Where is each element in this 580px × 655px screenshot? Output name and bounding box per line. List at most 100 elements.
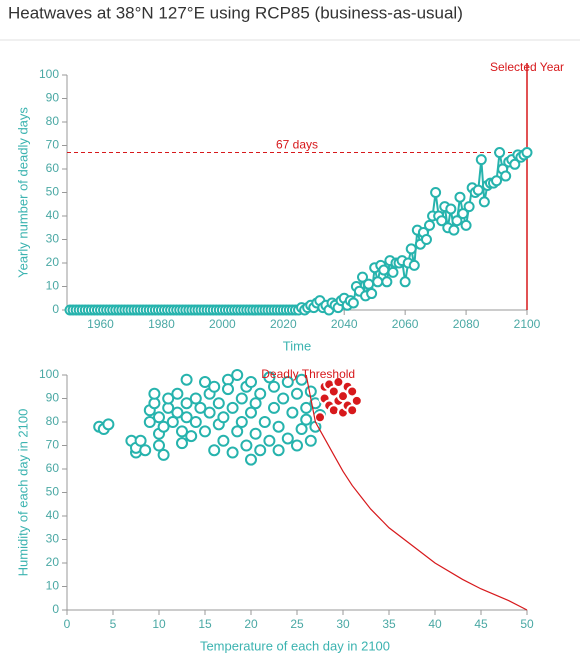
data-point [420, 234, 432, 245]
data-point [387, 266, 399, 278]
x-tick-label: 45 [474, 617, 488, 631]
threshold-label: Deadly Threshold [261, 367, 355, 381]
data-point [314, 411, 326, 424]
data-point [194, 401, 207, 414]
data-point [460, 219, 472, 231]
x-tick-label: 25 [290, 617, 304, 631]
data-point [231, 425, 244, 438]
data-point [208, 444, 221, 457]
data-point [327, 385, 340, 398]
x-tick-label: 2040 [331, 317, 358, 331]
data-point [226, 446, 239, 459]
data-point [304, 434, 317, 447]
data-point [254, 444, 267, 457]
data-point [300, 401, 313, 414]
y-tick-label: 20 [46, 555, 60, 569]
data-point [295, 423, 308, 436]
y-tick-label: 0 [52, 602, 59, 616]
data-point [245, 406, 257, 419]
x-tick-label: 0 [64, 617, 71, 631]
y-tick-label: 80 [46, 114, 60, 128]
data-point [199, 376, 211, 389]
x-tick-label: 10 [152, 617, 166, 631]
x-tick-label: 35 [382, 617, 396, 631]
data-point [258, 416, 271, 428]
x-tick-label: 30 [336, 617, 350, 631]
data-point [212, 397, 225, 410]
data-point [491, 175, 503, 187]
y-tick-label: 50 [46, 185, 60, 199]
x-tick-label: 20 [244, 617, 258, 631]
data-point [424, 219, 436, 231]
data-point [263, 371, 276, 384]
data-point [134, 434, 147, 447]
data-point [143, 416, 156, 428]
data-point [249, 427, 262, 440]
data-point [337, 390, 349, 403]
data-point [463, 201, 475, 213]
y-tick-label: 20 [46, 255, 60, 269]
data-point [363, 278, 375, 290]
data-point [478, 196, 490, 208]
y-tick-label: 90 [46, 391, 60, 405]
threshold-curve [305, 374, 528, 611]
x-tick-label: 2060 [392, 317, 419, 331]
y-tick-label: 60 [46, 461, 60, 475]
data-point [263, 434, 276, 447]
data-point [436, 215, 448, 227]
y-axis-title: Yearly number of deadly days [15, 107, 30, 278]
y-tick-label: 10 [46, 579, 60, 593]
data-point [277, 392, 290, 405]
y-tick-label: 40 [46, 208, 60, 222]
data-point [521, 147, 533, 159]
y-tick-label: 0 [52, 302, 59, 316]
data-point [231, 369, 244, 381]
data-point [356, 271, 368, 283]
x-axis-title: Temperature of each day in 2100 [200, 638, 390, 653]
data-point [272, 444, 285, 457]
data-point [378, 264, 390, 276]
data-point [472, 184, 484, 196]
data-point [102, 418, 115, 431]
y-tick-label: 30 [46, 232, 60, 246]
data-point [304, 385, 317, 398]
data-point [235, 392, 248, 405]
data-point [430, 187, 442, 198]
data-point [281, 432, 294, 445]
data-point [171, 387, 184, 400]
data-point [291, 387, 303, 400]
data-point [153, 439, 165, 452]
y-tick-label: 40 [46, 508, 60, 522]
page-title: Heatwaves at 38°N 127°E using RCP85 (bus… [8, 3, 463, 22]
x-tick-label: 40 [428, 617, 442, 631]
data-point [226, 401, 239, 414]
data-point [199, 425, 211, 438]
data-point [451, 215, 463, 227]
data-point [346, 404, 359, 417]
y-axis-title: Humidity of each day in 2100 [15, 409, 30, 577]
data-point [189, 392, 202, 405]
data-point [176, 437, 188, 450]
data-point [171, 406, 184, 419]
data-point [217, 411, 230, 424]
x-axis-title: Time [283, 338, 311, 353]
data-point [268, 380, 280, 393]
data-point [509, 158, 521, 170]
y-tick-label: 10 [46, 279, 60, 293]
data-point [180, 373, 193, 386]
data-point [475, 154, 487, 166]
x-tick-label: 2000 [209, 317, 236, 331]
data-point [208, 380, 221, 393]
data-point [240, 439, 253, 452]
x-tick-label: 50 [520, 617, 534, 631]
x-tick-label: 1980 [148, 317, 175, 331]
data-point [148, 387, 161, 400]
data-point [408, 259, 420, 271]
data-point [332, 376, 345, 389]
reference-label: 67 days [276, 138, 318, 152]
y-tick-label: 70 [46, 138, 60, 152]
data-point [180, 397, 193, 410]
data-point [203, 406, 216, 419]
x-tick-label: 2100 [514, 317, 541, 331]
